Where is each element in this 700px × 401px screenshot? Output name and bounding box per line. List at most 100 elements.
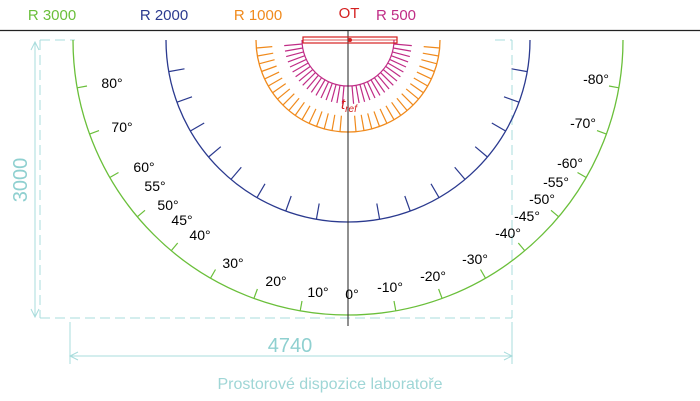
- tick-r2000: [503, 96, 520, 103]
- tick-r1000: [323, 113, 329, 130]
- angle-label-neg70: -70°: [570, 115, 596, 131]
- angle-label-neg45: -45°: [514, 208, 540, 224]
- angle-label-neg20: -20°: [420, 268, 446, 284]
- tick-r1000: [379, 108, 388, 124]
- tick-r2000: [474, 146, 488, 158]
- angle-label-neg55: -55°: [543, 174, 569, 190]
- angle-label-neg60: -60°: [557, 155, 583, 171]
- legend-r500: R 500: [376, 7, 416, 24]
- angle-label-50: 50°: [157, 197, 178, 213]
- tick-r500: [341, 85, 345, 104]
- angle-label-0: 0°: [345, 286, 358, 302]
- tick-r500: [355, 85, 360, 104]
- tick-r3000: [479, 269, 487, 279]
- angle-label-10: 10°: [307, 284, 328, 300]
- tick-r1000: [272, 83, 287, 94]
- tick-r2000: [230, 166, 242, 180]
- angle-label-40: 40°: [189, 227, 210, 243]
- tick-r1000: [409, 83, 424, 94]
- tick-r500: [284, 47, 303, 52]
- tick-r1000: [277, 88, 291, 100]
- tick-r500: [393, 43, 412, 47]
- dimensions: [30, 40, 514, 364]
- legend-r3000: R 3000: [28, 7, 76, 24]
- tick-r1000: [258, 59, 275, 65]
- tick-r500: [370, 79, 381, 96]
- angle-label-neg50: -50°: [529, 191, 555, 207]
- angle-label-30: 30°: [222, 255, 243, 271]
- tick-r500: [330, 84, 337, 102]
- tick-r500: [298, 69, 314, 82]
- tick-r2000: [168, 68, 185, 73]
- tick-r1000: [339, 115, 342, 132]
- tick-r3000: [170, 242, 179, 252]
- angle-label-70: 70°: [111, 119, 132, 135]
- legend-ot: OT: [339, 5, 360, 22]
- tick-r1000: [391, 101, 402, 116]
- tick-r2000: [430, 183, 440, 198]
- angle-label-80: 80°: [101, 75, 122, 91]
- tick-r3000: [299, 300, 303, 311]
- tick-r500: [315, 79, 326, 96]
- tick-r1000: [256, 46, 273, 49]
- angle-label-neg10: -10°: [377, 279, 403, 295]
- legend-r2000: R 2000: [140, 7, 188, 24]
- tick-r1000: [373, 111, 381, 127]
- tick-r3000: [209, 269, 217, 279]
- tick-r3000: [109, 171, 119, 179]
- tick-r2000: [285, 195, 292, 212]
- tick-r3000: [550, 209, 560, 218]
- tick-r3000: [596, 130, 607, 135]
- tick-r1000: [421, 59, 438, 65]
- ot-reference: tref: [302, 36, 398, 115]
- tick-r2000: [256, 183, 266, 198]
- tick-r1000: [294, 101, 305, 116]
- angle-label-60: 60°: [133, 159, 154, 175]
- tick-r500: [389, 58, 407, 68]
- tick-r500: [359, 84, 366, 102]
- tick-r500: [392, 51, 410, 58]
- tick-r3000: [393, 300, 397, 311]
- tick-r2000: [208, 146, 222, 158]
- angle-label-20: 20°: [265, 273, 286, 289]
- tick-r1000: [331, 114, 336, 131]
- tick-r3000: [438, 288, 443, 299]
- tick-r500: [306, 74, 319, 90]
- tick-r2000: [511, 68, 528, 73]
- tick-r1000: [419, 65, 435, 73]
- tick-r1000: [301, 105, 311, 120]
- tick-r500: [302, 72, 316, 86]
- tick-r3000: [577, 171, 587, 179]
- tick-r2000: [491, 122, 506, 132]
- t-ref-label: tref: [341, 96, 358, 115]
- angle-label-neg40: -40°: [495, 225, 521, 241]
- tick-r1000: [282, 93, 295, 106]
- tick-r500: [292, 62, 309, 73]
- tick-r3000: [136, 209, 146, 218]
- tick-r1000: [396, 97, 408, 111]
- tick-r500: [351, 85, 355, 104]
- tick-r2000: [190, 122, 205, 132]
- diagram-caption: Prostorové dispozice laboratoře: [217, 376, 442, 393]
- angle-label-neg80: -80°: [583, 71, 609, 87]
- tick-r500: [385, 65, 401, 78]
- tick-r1000: [261, 65, 277, 73]
- legend-r1000: R 1000: [234, 7, 282, 24]
- tick-r500: [287, 55, 306, 63]
- legend: R 3000 R 2000 R 1000 OT R 500: [28, 5, 416, 24]
- tick-r1000: [385, 105, 395, 120]
- tick-r1000: [405, 88, 419, 100]
- tick-r500: [310, 77, 323, 93]
- tick-r500: [336, 85, 341, 104]
- angle-label-45: 45°: [171, 212, 192, 228]
- tick-r3000: [517, 242, 526, 252]
- tick-r1000: [422, 52, 439, 57]
- tick-r500: [380, 72, 394, 86]
- tick-r1000: [360, 114, 365, 131]
- ot-point: [348, 38, 352, 42]
- tick-r1000: [264, 71, 280, 80]
- tick-r500: [387, 62, 404, 73]
- tick-r1000: [288, 97, 300, 111]
- dimension-height-label: 3000: [10, 158, 32, 203]
